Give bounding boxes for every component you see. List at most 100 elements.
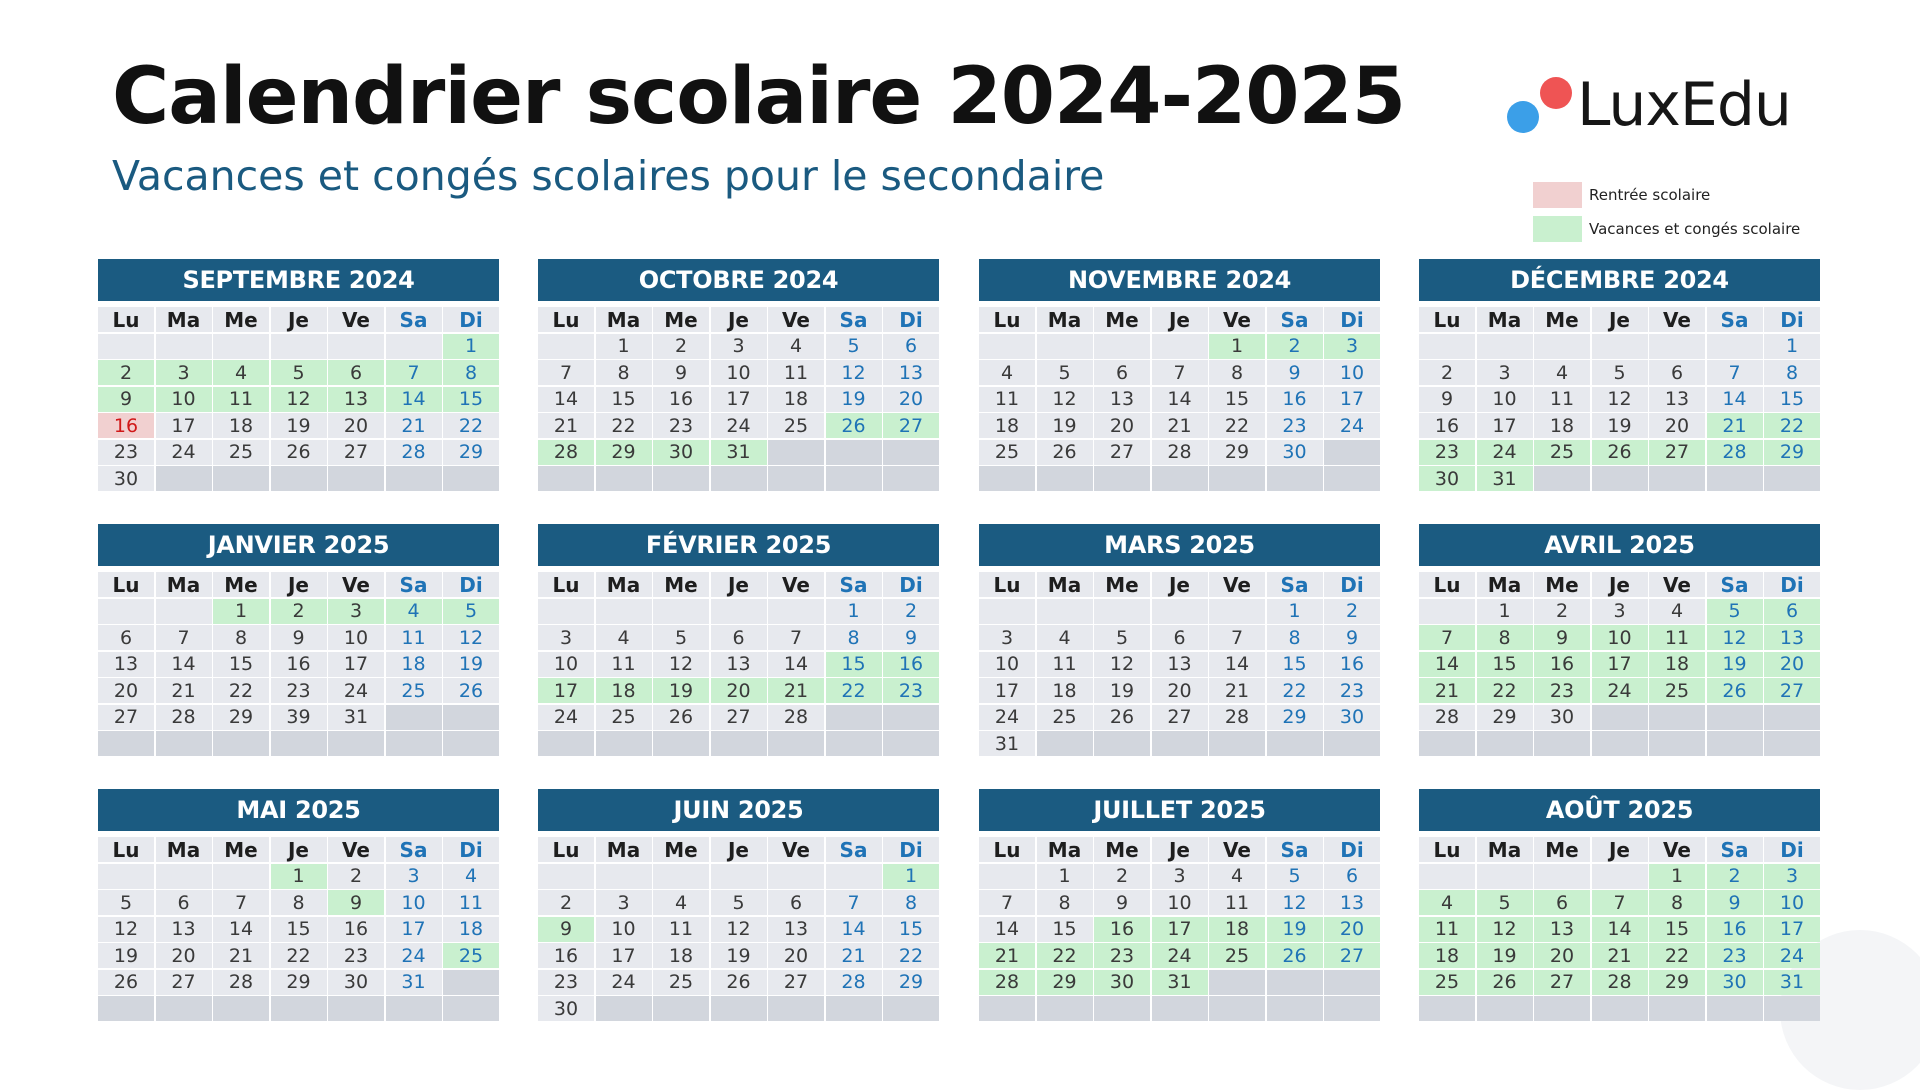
day-cell: 1: [883, 863, 939, 889]
empty-day-cell: [1706, 731, 1763, 756]
day-cell: 1: [1266, 598, 1323, 624]
empty-day-cell: [1534, 863, 1590, 889]
month-title: DÉCEMBRE 2024: [1419, 259, 1820, 301]
day-cell: 23: [653, 413, 709, 438]
day-cell: 24: [710, 413, 767, 438]
day-cell: 2: [1266, 333, 1323, 359]
day-cell: 15: [1209, 386, 1265, 412]
day-cell: 5: [1266, 863, 1323, 889]
day-cell: 4: [385, 598, 442, 624]
day-cell: 19: [1591, 413, 1648, 438]
day-cell: 24: [1151, 943, 1208, 968]
day-cell: 10: [1324, 360, 1380, 385]
empty-day-cell: [1476, 333, 1533, 359]
weekday-header: Sa: [1266, 837, 1323, 862]
day-cell: 2: [1094, 863, 1150, 889]
day-cell: 17: [155, 413, 212, 438]
day-cell: 19: [1706, 651, 1763, 677]
day-cell: 23: [538, 969, 594, 995]
empty-day-cell: [1591, 731, 1648, 756]
day-cell: 28: [1419, 704, 1475, 730]
empty-day-cell: [155, 996, 212, 1021]
empty-day-cell: [538, 863, 594, 889]
weekday-header: Ma: [155, 572, 212, 597]
month-title: NOVEMBRE 2024: [979, 259, 1380, 301]
day-cell: 10: [710, 360, 767, 385]
day-cell: 1: [1649, 863, 1705, 889]
day-cell: 21: [155, 678, 212, 703]
day-cell: 26: [1036, 439, 1093, 465]
month-calendar: DÉCEMBRE 2024 Lu Ma Me Je Ve Sa Di 1 2 3 4 5 6 7 8 9 10 11…: [1419, 259, 1820, 491]
day-cell: 7: [385, 360, 442, 385]
day-cell: 18: [1036, 678, 1093, 703]
month-days-grid: Lu Ma Me Je Ve Sa Di 1 2 3 4 5 6 7 8 9 10 11 12 13 14 15 16 17 1…: [538, 837, 939, 1021]
day-cell: 15: [1476, 651, 1533, 677]
day-cell: 1: [1476, 598, 1533, 624]
day-cell: 25: [1036, 704, 1093, 730]
empty-day-cell: [1649, 466, 1705, 491]
day-cell: 6: [1324, 863, 1380, 889]
day-cell: 26: [1266, 943, 1323, 968]
day-cell: 1: [1209, 333, 1265, 359]
empty-day-cell: [825, 731, 882, 756]
day-cell: 18: [443, 916, 499, 942]
day-cell: 28: [538, 439, 594, 465]
day-cell: 16: [1324, 651, 1380, 677]
day-cell: 25: [768, 413, 824, 438]
empty-day-cell: [1209, 466, 1265, 491]
day-cell: 9: [883, 625, 939, 650]
day-cell: 31: [1764, 969, 1820, 995]
day-cell: 21: [979, 943, 1035, 968]
empty-day-cell: [213, 466, 269, 491]
day-cell: 20: [98, 678, 154, 703]
day-cell: 27: [328, 439, 384, 465]
day-cell: 20: [328, 413, 384, 438]
weekday-header: Me: [1534, 837, 1590, 862]
empty-day-cell: [213, 863, 269, 889]
empty-day-cell: [1591, 863, 1648, 889]
day-cell: 30: [1419, 466, 1475, 491]
day-cell: 25: [979, 439, 1035, 465]
empty-day-cell: [1151, 996, 1208, 1021]
day-cell: 14: [1706, 386, 1763, 412]
empty-day-cell: [213, 333, 269, 359]
empty-day-cell: [1151, 598, 1208, 624]
day-cell: 28: [213, 969, 269, 995]
day-cell: 22: [1209, 413, 1265, 438]
empty-day-cell: [155, 598, 212, 624]
empty-day-cell: [653, 598, 709, 624]
weekday-header: Lu: [1419, 572, 1475, 597]
weekday-header: Je: [270, 837, 327, 862]
day-cell: 28: [825, 969, 882, 995]
day-cell: 20: [1151, 678, 1208, 703]
day-cell: 16: [538, 943, 594, 968]
day-cell: 31: [979, 731, 1035, 756]
empty-day-cell: [98, 333, 154, 359]
day-cell: 6: [328, 360, 384, 385]
day-cell: 25: [385, 678, 442, 703]
day-cell: 18: [979, 413, 1035, 438]
day-cell: 29: [1649, 969, 1705, 995]
day-cell: 9: [1534, 625, 1590, 650]
day-cell: 19: [710, 943, 767, 968]
day-cell: 10: [385, 890, 442, 915]
day-cell: 14: [1591, 916, 1648, 942]
day-cell: 27: [1151, 704, 1208, 730]
day-cell: 25: [213, 439, 269, 465]
day-cell: 7: [825, 890, 882, 915]
day-cell: 9: [328, 890, 384, 915]
empty-day-cell: [1764, 704, 1820, 730]
day-cell: 8: [1764, 360, 1820, 385]
weekday-header: Ma: [1036, 837, 1093, 862]
empty-day-cell: [213, 996, 269, 1021]
empty-day-cell: [825, 466, 882, 491]
day-cell: 28: [155, 704, 212, 730]
empty-day-cell: [1324, 969, 1380, 995]
empty-day-cell: [979, 598, 1035, 624]
day-cell: 15: [1036, 916, 1093, 942]
day-cell: 23: [1419, 439, 1475, 465]
day-cell: 25: [1534, 439, 1590, 465]
day-cell: 31: [328, 704, 384, 730]
day-cell: 21: [213, 943, 269, 968]
empty-day-cell: [1534, 466, 1590, 491]
